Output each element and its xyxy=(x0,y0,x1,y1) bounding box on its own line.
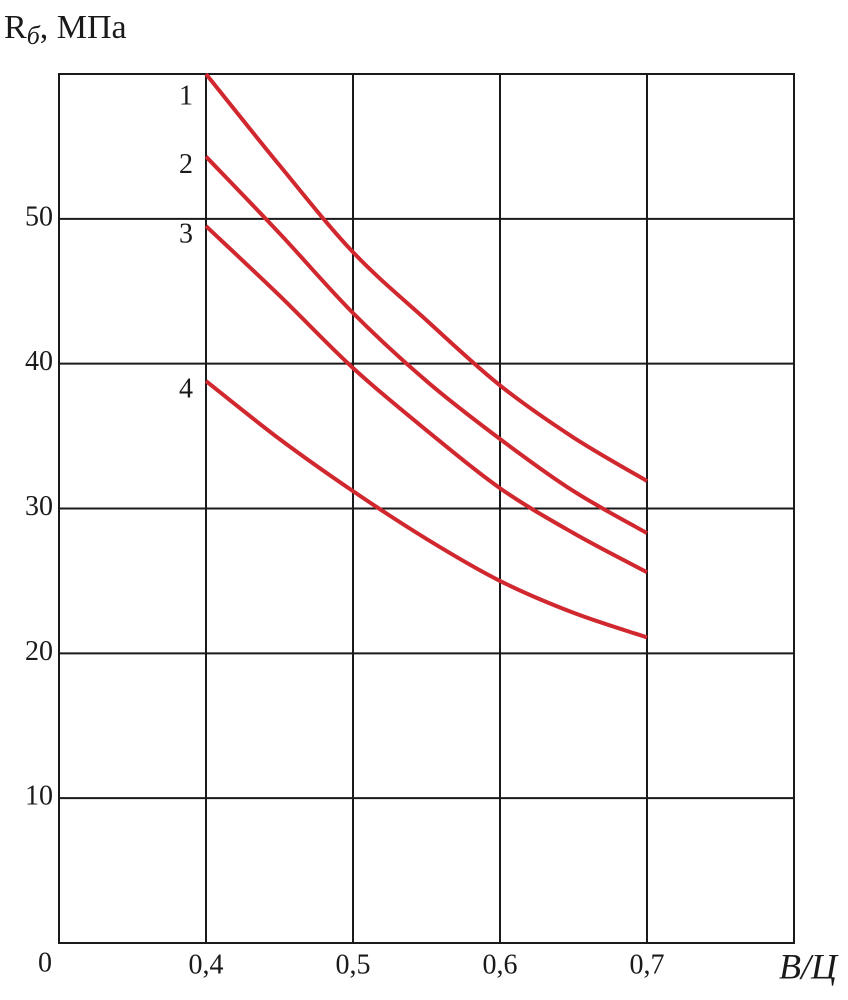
y-label-unit: , МПа xyxy=(40,9,127,46)
y-tick-label: 40 xyxy=(25,346,53,377)
x-tick-label: 0,5 xyxy=(336,949,371,980)
curve xyxy=(204,224,648,574)
x-axis-label: В/Ц xyxy=(779,946,839,986)
curve xyxy=(204,155,648,535)
x-tick-label: 0,4 xyxy=(189,949,224,980)
curve-label: 1 xyxy=(179,80,193,111)
curve-label: 4 xyxy=(179,373,193,404)
y-tick-label: 20 xyxy=(25,636,53,667)
y-tick-label: 50 xyxy=(25,201,53,232)
curve xyxy=(204,72,649,483)
y-label-symbol: R xyxy=(4,9,27,46)
y-tick-label: 30 xyxy=(25,491,53,522)
y-label-subscript: б xyxy=(27,21,41,50)
curve-label: 2 xyxy=(179,149,193,180)
x-tick-label: 0,6 xyxy=(483,949,518,980)
curve xyxy=(204,379,648,640)
curve-label: 3 xyxy=(179,218,193,249)
y-tick-label: 10 xyxy=(25,781,53,812)
y-axis-label: Rб, МПа xyxy=(4,9,127,50)
y-tick-label: 0 xyxy=(38,947,52,978)
x-tick-label: 0,7 xyxy=(630,949,665,980)
